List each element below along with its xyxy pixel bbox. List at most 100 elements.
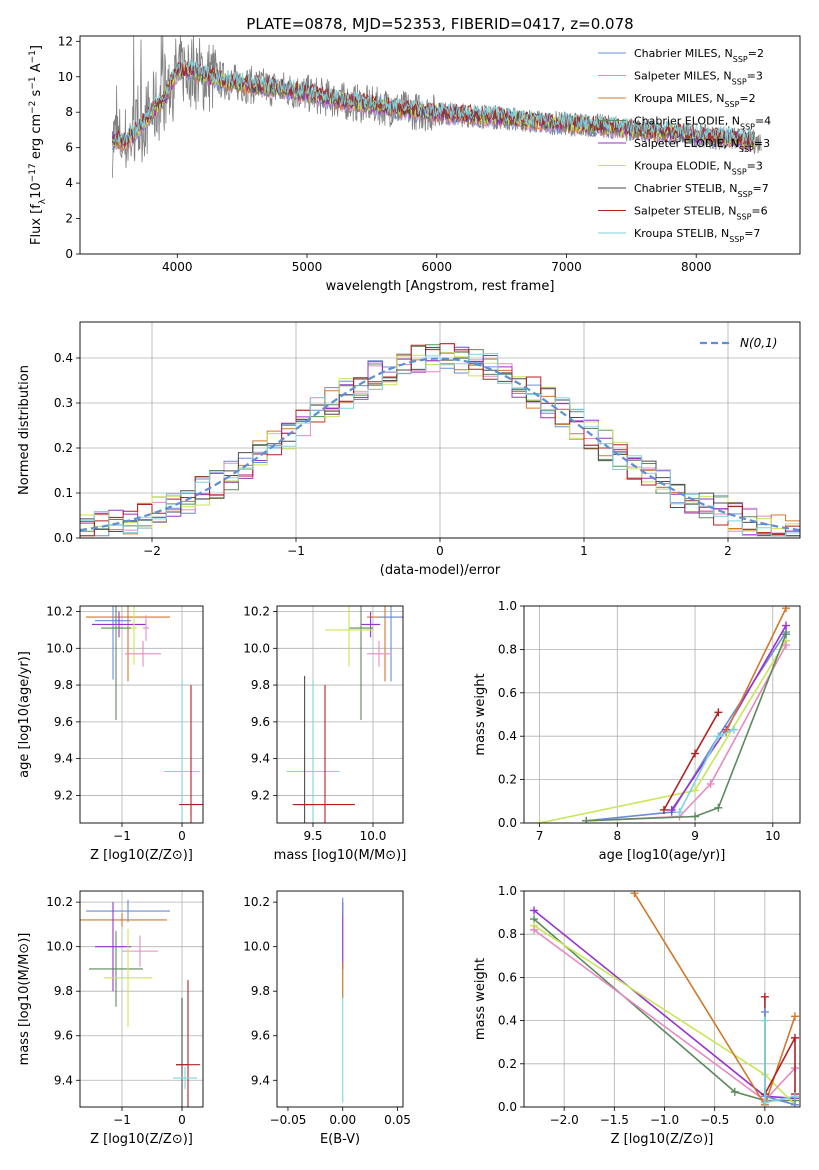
error-bar-point [179,685,203,823]
x-tick-label: 0 [436,544,444,558]
error-bar-point [89,931,143,1007]
y-tick-label: 0.0 [498,816,517,830]
plus-marker [714,803,723,812]
mass-weight-line [725,607,787,733]
plus-marker [790,1100,799,1107]
x-tick-label: −1 [287,544,305,558]
x-axis-label: mass [log10(M/M⊙)] [274,848,407,863]
plus-marker [714,708,723,717]
error-bar-point [131,606,137,665]
y-tick-label: 10.0 [46,641,73,655]
legend-label: Kroupa MILES, NSSP=2 [634,92,756,109]
plus-marker [730,1087,739,1096]
residual-histogram [80,353,800,537]
x-tick-label: −0.05 [270,1113,307,1127]
error-bar-point [125,640,161,667]
axes-frame [79,890,204,1108]
error-bar-point [92,611,146,638]
x-axis-label: E(B-V) [320,1132,360,1147]
axes-frame [79,321,801,539]
y-axis-label: mass weight [473,673,488,755]
x-tick-label: −2.0 [550,1113,579,1127]
y-tick-label: 0.4 [54,351,73,365]
plus-marker [691,786,700,795]
plot-area [80,343,800,537]
plus-marker [760,992,769,1001]
panel-residuals: −2 −1 0 1 2 0.0 0.1 0.2 0.3 0.4 (data-model)/error… [17,321,801,578]
y-tick-label: 10.0 [243,940,270,954]
y-tick-label: 9.6 [251,715,270,729]
y-tick-label: 10.2 [46,895,73,909]
panel-massweight_vs_Z: −2.0 −1.5 −1.0 −0.5 0.0 0.0 0.2 0.4 0.6 0.8 1.0 Z [… [473,884,801,1147]
y-axis-label: mass [log10(M/M⊙)] [17,933,32,1066]
plus-marker [760,1007,769,1016]
plus-marker [760,1016,769,1025]
error-bar-point [86,899,170,923]
plus-marker [691,749,700,758]
y-tick-label: 6 [65,141,73,155]
error-bar-point [95,606,131,680]
axes-frame [79,605,204,824]
x-tick-label: 0 [178,1113,186,1127]
x-tick-label: 8000 [681,260,712,274]
plus-marker [782,630,791,639]
y-tick-label: 10.2 [243,895,270,909]
mass-weight-line [539,640,787,823]
axes-frame [276,890,404,1108]
plus-marker [714,732,723,741]
legend-label: Kroupa STELIB, NSSP=7 [634,227,760,244]
x-tick-label: −1 [113,1113,131,1127]
y-tick-label: 4 [65,176,73,190]
error-bar-point [143,615,149,641]
x-tick-label: 7 [536,829,544,843]
x-tick-label: 10 [765,829,780,843]
residual-histogram [80,347,800,537]
x-tick-label: 1 [580,544,588,558]
x-tick-label: 10.0 [360,829,387,843]
plus-marker [691,812,700,821]
y-axis-label: Normed distribution [17,365,32,495]
x-axis-label: (data-model)/error [380,563,501,578]
normal-curve [80,357,800,532]
y-tick-label: 0.8 [498,927,517,941]
x-tick-label: 0.0 [755,1113,774,1127]
x-tick-label: 9 [691,829,699,843]
y-tick-label: 0 [65,247,73,261]
y-tick-label: 9.8 [251,984,270,998]
x-tick-label: 0.00 [329,1113,356,1127]
legend-label: Salpeter MILES, NSSP=3 [634,70,763,87]
mass-weight-line [663,711,720,811]
plus-marker [659,805,668,814]
y-tick-label: 9.8 [54,984,73,998]
error-bar-point [361,611,381,638]
error-bar-point [164,679,200,823]
error-bar-point [325,606,373,667]
x-axis-label: wavelength [Angstrom, rest frame] [326,279,555,294]
plus-marker [530,925,539,934]
y-tick-label: 10.2 [46,605,73,619]
y-tick-label: 0.0 [54,531,73,545]
y-tick-label: 9.8 [54,678,73,692]
x-tick-label: 8 [613,829,621,843]
axes-frame [276,605,404,824]
x-axis-label: age [log10(age/yr)] [599,848,726,863]
x-axis-label: Z [log10(Z/Z⊙)] [90,848,193,863]
error-bar-point [295,685,355,823]
y-tick-label: 10.0 [243,641,270,655]
y-tick-label: 10.2 [243,605,270,619]
error-bar-point [349,606,373,721]
y-tick-label: 9.2 [251,788,270,802]
figure-title: PLATE=0878, MJD=52353, FIBERID=0417, z=0… [246,15,633,33]
y-tick-label: 0.2 [54,441,73,455]
y-axis-label: mass weight [473,958,488,1040]
error-bar-point [101,606,131,721]
y-tick-label: 9.4 [251,1073,270,1087]
x-tick-label: 5000 [292,260,323,274]
y-tick-label: 9.6 [54,715,73,729]
x-tick-label: 4000 [162,260,193,274]
x-tick-label: −0.5 [700,1113,729,1127]
plot-area [530,891,799,1107]
legend-label: N(0,1) [740,336,777,350]
model-spectrum-line [112,58,755,145]
